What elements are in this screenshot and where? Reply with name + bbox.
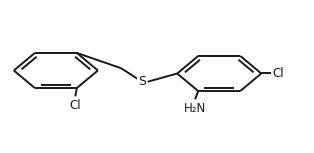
Text: Cl: Cl xyxy=(272,67,284,80)
Text: S: S xyxy=(138,75,146,88)
Text: Cl: Cl xyxy=(69,99,81,112)
Text: H₂N: H₂N xyxy=(184,102,206,115)
